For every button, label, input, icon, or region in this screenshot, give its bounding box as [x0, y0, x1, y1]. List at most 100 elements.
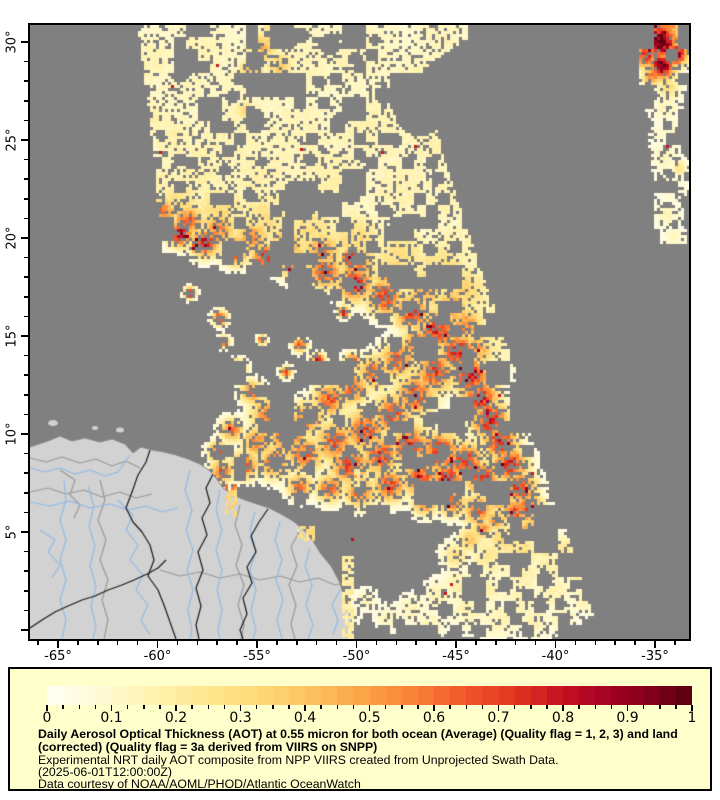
y-axis-tick — [24, 217, 28, 220]
y-axis-tick — [24, 296, 28, 298]
colorbar-step — [176, 686, 193, 705]
colorbar-step — [127, 686, 144, 705]
colorbar-step — [95, 686, 112, 705]
colorbar-tick-label: 0.9 — [616, 710, 639, 726]
x-axis-tick — [435, 641, 437, 645]
x-axis-tick — [276, 641, 278, 645]
x-axis-tick-label: -35° — [641, 649, 669, 664]
colorbar-step — [563, 686, 580, 705]
x-axis-tick — [415, 641, 417, 645]
y-axis-tick — [24, 374, 28, 376]
x-axis-tick — [236, 641, 238, 645]
colorbar-tick — [352, 705, 355, 709]
y-axis-tick — [21, 433, 28, 435]
x-axis-tick — [57, 641, 59, 648]
y-axis-tick-label: 10° — [4, 422, 20, 446]
x-axis-tick — [315, 641, 318, 645]
x-axis-tick — [77, 641, 79, 645]
colorbar-tick — [417, 705, 419, 709]
colorbar-tick — [126, 705, 129, 709]
caption-credit: Data courtesy of NOAA/AOML/PHOD/Atlantic… — [38, 777, 361, 791]
y-axis-tick — [24, 158, 28, 161]
y-axis-tick — [24, 492, 28, 494]
colorbar-step — [434, 686, 451, 705]
y-axis-tick — [21, 139, 28, 141]
colorbar-tick — [626, 705, 629, 711]
map-plot — [28, 23, 691, 641]
colorbar-step — [288, 686, 305, 705]
y-axis-tick — [24, 256, 28, 259]
x-axis-tick — [355, 641, 358, 648]
y-axis-tick — [24, 472, 28, 474]
caption-title: Daily Aerosol Optical Thickness (AOT) at… — [38, 727, 678, 754]
colorbar-step — [159, 686, 176, 705]
colorbar-tick-label: 0.2 — [164, 710, 188, 726]
colorbar-tick — [320, 705, 322, 709]
y-axis-tick-label: 25° — [4, 128, 20, 152]
colorbar-tick — [401, 705, 403, 709]
colorbar-step — [224, 686, 241, 705]
colorbar-step — [256, 686, 273, 705]
colorbar-tick — [594, 705, 596, 709]
colorbar-tick — [78, 705, 80, 709]
y-axis-tick-label: 5° — [4, 524, 20, 540]
y-axis-tick — [21, 629, 28, 631]
legend-panel: 0 0.1 0.2 0.3 0.4 0.5 0.6 0.7 0.8 0.9 1 Daily Aero… — [8, 667, 712, 791]
colorbar-step — [530, 686, 547, 705]
colorbar-tick-label: 0.4 — [293, 710, 317, 726]
colorbar-tick — [481, 705, 484, 709]
x-axis-tick — [654, 641, 656, 648]
x-axis-tick-label: -55° — [243, 649, 271, 664]
colorbar-step — [546, 686, 563, 705]
colorbar-tick — [659, 705, 661, 709]
colorbar-tick — [143, 705, 145, 709]
colorbar-step — [627, 686, 644, 705]
caption-timestamp: (2025-06-01T12:00:00Z) — [38, 765, 172, 779]
x-axis-tick-label: -60° — [143, 649, 172, 664]
colorbar-step — [595, 686, 612, 705]
colorbar-tick — [159, 705, 161, 709]
x-axis-tick — [156, 641, 159, 648]
colorbar-tick — [675, 705, 677, 709]
colorbar-tick — [272, 705, 274, 709]
x-axis-tick — [455, 641, 457, 648]
y-axis-tick — [24, 550, 28, 553]
colorbar-tick-label: 0.5 — [358, 710, 381, 726]
y-axis-tick — [24, 178, 28, 180]
colorbar-tick — [110, 705, 113, 711]
y-axis-tick — [21, 531, 28, 533]
colorbar-tick — [191, 705, 193, 709]
x-axis-tick — [554, 641, 557, 648]
colorbar-step — [579, 686, 596, 705]
colorbar-tick — [546, 705, 548, 709]
x-axis-tick — [256, 641, 258, 648]
x-axis-tick — [335, 641, 338, 645]
colorbar-step — [659, 686, 676, 705]
colorbar-step — [192, 686, 209, 705]
x-axis-tick — [475, 641, 477, 645]
colorbar-tick — [239, 705, 242, 711]
x-axis-tick — [37, 641, 39, 645]
colorbar-tick — [62, 705, 64, 709]
colorbar — [47, 686, 692, 705]
colorbar-tick — [288, 705, 290, 709]
x-axis-tick — [216, 641, 218, 645]
colorbar-tick-label: 0.7 — [487, 710, 510, 726]
y-axis-tick — [24, 452, 28, 455]
colorbar-tick-label: 0.1 — [100, 710, 123, 726]
colorbar-step — [401, 686, 418, 705]
colorbar-tick — [449, 705, 451, 709]
y-axis-tick-label: 20° — [4, 226, 20, 250]
x-axis-tick — [495, 641, 497, 645]
x-axis-tick — [196, 641, 199, 645]
colorbar-tick — [255, 705, 258, 709]
x-axis-tick — [634, 641, 636, 645]
x-axis-tick-label: -65° — [44, 649, 72, 664]
x-axis-tick-label: -40° — [541, 649, 570, 664]
x-axis-tick — [116, 641, 119, 645]
x-axis-tick-label: -50° — [342, 649, 371, 664]
colorbar-tick — [530, 705, 532, 709]
y-axis-tick — [24, 413, 28, 416]
colorbar-tick — [304, 705, 306, 711]
